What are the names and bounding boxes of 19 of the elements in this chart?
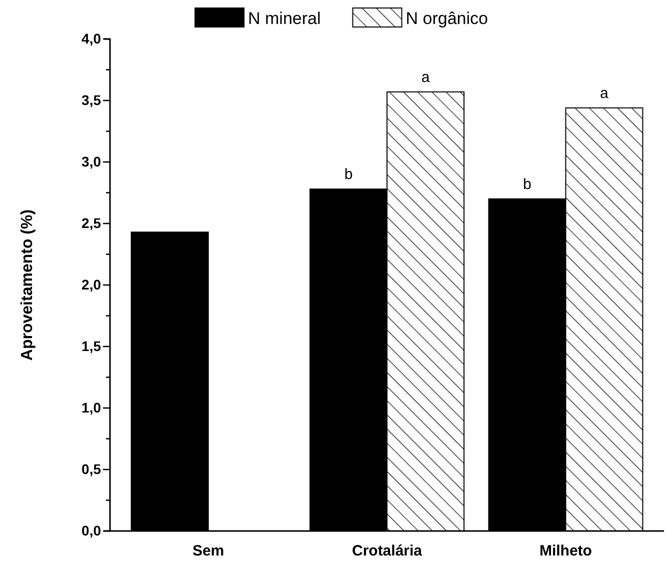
x-tick-label: Crotalária: [352, 542, 423, 560]
annotation: b: [344, 166, 353, 184]
x-tick-label: Milheto: [539, 542, 592, 560]
annotation: a: [421, 68, 430, 86]
y-tick-label: 1,0: [82, 399, 102, 416]
y-tick-label: 2,5: [82, 214, 102, 231]
y-axis-title: Aproveitamento (%): [19, 209, 36, 361]
y-tick-label: 3,0: [82, 153, 102, 170]
y-tick-label: 2,0: [82, 276, 102, 292]
annotation: a: [600, 84, 610, 102]
y-tick-label: 4,0: [82, 30, 102, 46]
y-tick-label: 0,0: [82, 522, 102, 538]
x-tick-label: Sem: [192, 542, 224, 560]
legend-label: N orgânico: [406, 9, 488, 28]
y-tick-label: 0,5: [82, 460, 102, 477]
annotation: b: [523, 176, 532, 193]
y-tick-label: 1,5: [82, 338, 102, 354]
y-tick-label: 3,5: [82, 92, 102, 108]
legend-label: N mineral: [248, 9, 321, 28]
